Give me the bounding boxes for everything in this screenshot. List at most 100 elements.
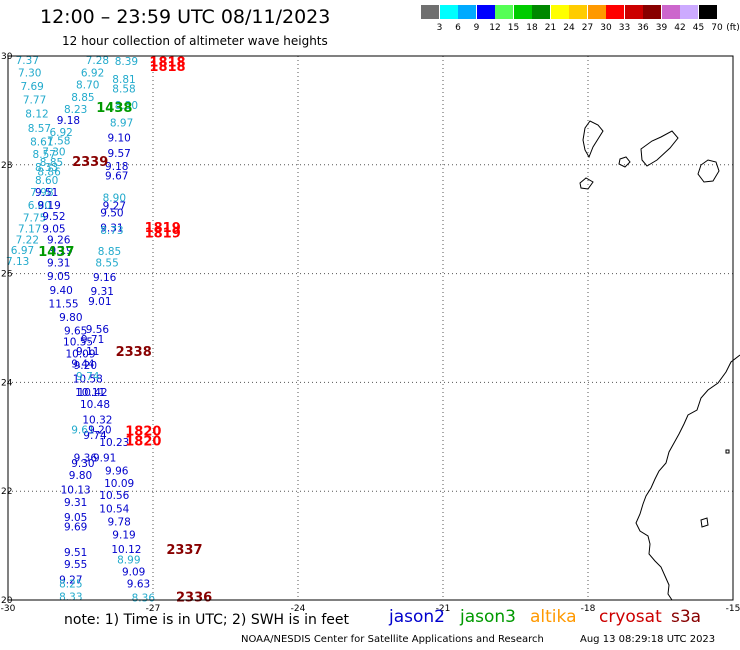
x-tick-label: -18: [581, 604, 596, 614]
swh-value-label: 9.18: [57, 115, 80, 127]
swh-value-label: 8.90: [103, 192, 126, 204]
swh-value-label: 10.55: [63, 337, 93, 349]
legend-tick-label: 36: [637, 23, 649, 33]
swh-value-label: 9.57: [107, 148, 130, 160]
legend-swatch: [661, 5, 680, 19]
swh-value-label: 9.44: [71, 358, 95, 370]
coast-island-la-gomera: [618, 156, 631, 168]
swh-value-label: 7.58: [47, 135, 70, 147]
swh-value-label: 6.92: [81, 67, 104, 79]
swh-value-label: 8.85: [71, 92, 94, 104]
swh-value-label: 8.57: [33, 149, 56, 161]
x-tick-label: -30: [1, 604, 16, 614]
satellite-label-cryosat: cryosat: [599, 607, 662, 627]
coast-island-tenerife: [640, 130, 679, 167]
swh-value-label: 10.09: [65, 349, 95, 361]
footer-credit: NOAA/NESDIS Center for Satellite Applica…: [241, 634, 544, 645]
swh-value-label: 9.74: [76, 371, 100, 383]
legend-swatch: [550, 5, 569, 19]
swh-value-label: 9.19: [49, 245, 72, 257]
swh-value-label: 9.05: [47, 271, 70, 283]
map-title: 12:00 – 23:59 UTC 08/11/2023: [40, 6, 331, 28]
swh-value-label: 9.09: [122, 567, 145, 579]
legend-unit-label: (ft): [726, 23, 740, 33]
pass-time-label: 2339: [72, 155, 108, 170]
legend-swatch: [458, 5, 476, 19]
swh-value-label: 9.63: [127, 579, 150, 591]
swh-value-label: 10.54: [99, 504, 129, 516]
legend-swatch: [569, 5, 587, 19]
swh-value-label: 11.55: [49, 299, 79, 311]
axis-labels: -30 -27 -24 -21 -18 -15 30 28 26 24 22 20: [1, 52, 740, 614]
swh-value-label: 10.12: [111, 544, 141, 556]
legend-tick-label: 21: [544, 23, 557, 33]
coast-africa: [635, 354, 740, 601]
swh-value-label: 9.55: [64, 559, 87, 571]
swh-value-label: 8.36: [132, 592, 156, 604]
swh-value-label: 9.19: [112, 530, 135, 542]
swh-value-label: 9.36: [74, 452, 98, 464]
pass-time-label: 2337: [166, 543, 202, 558]
satellite-label-s3a: s3a: [671, 607, 702, 627]
swh-value-label: 9.20: [88, 425, 111, 437]
swh-value-label: 9.50: [100, 208, 123, 220]
swh-value-label: 10.58: [73, 374, 103, 386]
legend-tick-label: 42: [674, 23, 686, 33]
swh-value-label: 7.22: [16, 234, 39, 246]
y-tick-label: 28: [1, 161, 13, 171]
pass-time-label: 1818: [149, 60, 185, 75]
lat-lon-grid: [8, 56, 733, 600]
legend-tick-label: 12: [489, 23, 501, 33]
pass-time-label: 1437: [38, 245, 74, 260]
x-tick-label: -27: [146, 604, 161, 614]
swh-value-label: 9.31: [47, 258, 70, 270]
legend-tick-label: 70: [711, 23, 723, 33]
swh-value-label: 7.13: [6, 256, 29, 268]
pass-time-label: 1819: [145, 221, 181, 236]
swh-value-label: 10.48: [80, 399, 110, 411]
legend-swatch: [643, 5, 661, 19]
y-tick-label: 20: [1, 596, 13, 606]
swh-value-label: 8.86: [37, 166, 61, 178]
swh-value-label: 8.61: [30, 136, 53, 148]
swh-value-label: 9.18: [105, 161, 128, 173]
pass-time-label: 2336: [176, 591, 212, 606]
swh-value-label: 8.73: [100, 225, 123, 237]
legend-swatch: [680, 5, 698, 19]
swh-value-label: 9.67: [105, 171, 128, 183]
swh-value-label: 8.23: [64, 104, 87, 116]
wave-height-observations: 7.377.307.697.778.128.578.618.578.337.98…: [6, 55, 155, 604]
map-frame: [7, 55, 734, 601]
x-tick-label: -24: [291, 604, 306, 614]
swh-value-label: 9.80: [59, 312, 82, 324]
legend-swatch: [698, 5, 717, 19]
legend-tick-label: 15: [507, 23, 520, 33]
pass-time-label: 1438: [96, 101, 132, 116]
swh-value-label: 8.60: [35, 175, 58, 187]
swh-value-label: 9.11: [76, 346, 99, 358]
swh-value-label: 7.30: [18, 67, 41, 79]
legend-swatch: [513, 5, 532, 19]
pass-time-label: 1820: [125, 435, 161, 450]
swh-value-label: 8.85: [98, 246, 121, 258]
swh-value-label: 8.57: [28, 123, 51, 135]
legend-swatch: [606, 5, 624, 19]
satellite-label-jason3: jason3: [460, 607, 516, 627]
swh-value-label: 9.65: [64, 326, 87, 338]
swh-value-label: 7.37: [16, 55, 39, 67]
pass-time-label: 2338: [116, 345, 152, 360]
swh-value-label: 10.23: [99, 437, 129, 449]
legend-swatch: [421, 5, 439, 19]
legend-swatch: [476, 5, 495, 19]
legend-tick-label: 27: [581, 23, 594, 33]
swh-value-label: 9.52: [42, 211, 65, 223]
swh-value-label: 9.78: [107, 517, 130, 529]
legend-swatch: [587, 5, 606, 19]
swh-value-label: 9.40: [49, 285, 72, 297]
swh-value-label: 9.51: [35, 187, 58, 199]
legend-tick-label: 39: [655, 23, 668, 33]
coast-islet: [725, 449, 730, 454]
swh-value-label: 9.51: [64, 547, 87, 559]
swh-value-label: 9.27: [59, 574, 82, 586]
